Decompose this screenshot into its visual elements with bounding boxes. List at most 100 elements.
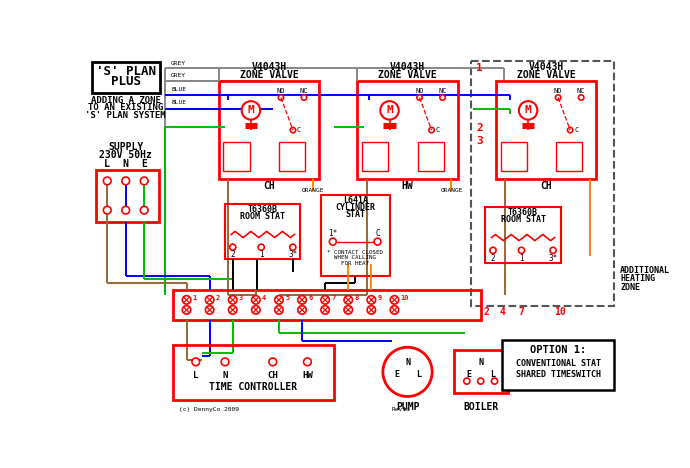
Circle shape [477,378,484,384]
Circle shape [391,296,399,304]
Circle shape [290,127,295,133]
Circle shape [298,296,306,304]
Text: 'S' PLAN: 'S' PLAN [96,65,156,78]
Circle shape [567,127,573,133]
Text: 10: 10 [554,307,566,317]
Text: T6360B: T6360B [508,208,538,217]
Circle shape [518,247,524,253]
Bar [172,345,335,400]
Text: GREY: GREY [171,61,186,66]
Bar [496,81,596,179]
Circle shape [140,177,148,185]
Text: N: N [123,159,128,169]
Text: 9: 9 [377,295,382,301]
Text: CONVENTIONAL STAT: CONVENTIONAL STAT [515,359,600,368]
Text: ZONE VALVE: ZONE VALVE [378,70,437,80]
Bar [172,290,481,320]
Text: 7: 7 [331,295,335,301]
Text: SUPPLY: SUPPLY [108,142,144,152]
Circle shape [122,206,130,214]
Circle shape [252,296,260,304]
Text: L: L [193,371,199,380]
Circle shape [417,95,422,100]
Circle shape [298,306,306,314]
Text: NC: NC [299,88,308,95]
Text: 2: 2 [216,295,220,301]
Text: V4043H: V4043H [251,62,286,72]
Text: STAT: STAT [345,210,365,219]
Text: 7: 7 [519,307,524,317]
Text: 3: 3 [476,136,483,146]
Text: * CONTACT CLOSED: * CONTACT CLOSED [327,250,383,255]
Text: M: M [524,105,531,116]
Circle shape [192,358,199,366]
Circle shape [321,296,329,304]
Circle shape [367,296,375,304]
Text: 3: 3 [239,295,243,301]
Bar [417,142,444,171]
Text: L: L [416,371,421,380]
Text: PUMP: PUMP [396,402,420,411]
Bar [454,351,508,394]
Text: T6360B: T6360B [248,205,278,214]
Circle shape [206,306,214,314]
Circle shape [269,358,277,366]
Text: C: C [375,229,380,239]
Bar [556,142,582,171]
Circle shape [275,296,283,304]
Bar [357,81,457,179]
Circle shape [228,296,237,304]
Text: 5: 5 [285,295,289,301]
Text: E: E [466,371,472,380]
Text: 3*: 3* [288,250,297,259]
Text: V4043H: V4043H [529,62,564,72]
Text: CH: CH [268,371,278,380]
Circle shape [104,177,111,185]
Text: 10: 10 [401,295,409,301]
Text: N: N [478,358,483,367]
Bar [485,207,561,263]
Text: C: C [574,127,578,133]
Circle shape [491,378,497,384]
Circle shape [490,247,496,253]
Circle shape [383,347,432,396]
Circle shape [391,306,399,314]
Text: HW: HW [402,181,413,191]
Text: ORANGE: ORANGE [440,188,463,193]
Text: Rev1a: Rev1a [392,407,411,412]
Bar [92,62,159,93]
Text: TO AN EXISTING: TO AN EXISTING [88,103,164,112]
Text: 6: 6 [308,295,313,301]
Circle shape [230,244,236,250]
Text: ROOM STAT: ROOM STAT [240,212,285,221]
Text: 1: 1 [476,64,483,73]
Text: NO: NO [415,88,424,95]
Circle shape [380,101,399,120]
Text: HEATING: HEATING [620,274,655,283]
Text: 1: 1 [519,254,524,263]
Text: 3*: 3* [549,254,558,263]
Bar [321,195,390,276]
Text: ZONE VALVE: ZONE VALVE [239,70,298,80]
Bar [362,142,388,171]
Text: 8: 8 [355,295,359,301]
Circle shape [344,296,353,304]
Circle shape [290,244,296,250]
Text: PLUS: PLUS [110,75,141,88]
Text: OPTION 1:: OPTION 1: [530,345,586,355]
Circle shape [304,358,311,366]
Circle shape [228,306,237,314]
Text: ORANGE: ORANGE [302,188,324,193]
Text: E: E [141,159,147,169]
Text: 2: 2 [476,123,483,133]
Circle shape [182,296,190,304]
Circle shape [302,95,306,100]
Circle shape [221,358,229,366]
Text: HW: HW [302,371,313,380]
Circle shape [278,95,284,100]
Text: NC: NC [438,88,447,95]
Text: 2: 2 [491,254,495,263]
Text: 230V 50Hz: 230V 50Hz [99,150,152,160]
Text: CYLINDER: CYLINDER [335,203,375,212]
Circle shape [258,244,264,250]
